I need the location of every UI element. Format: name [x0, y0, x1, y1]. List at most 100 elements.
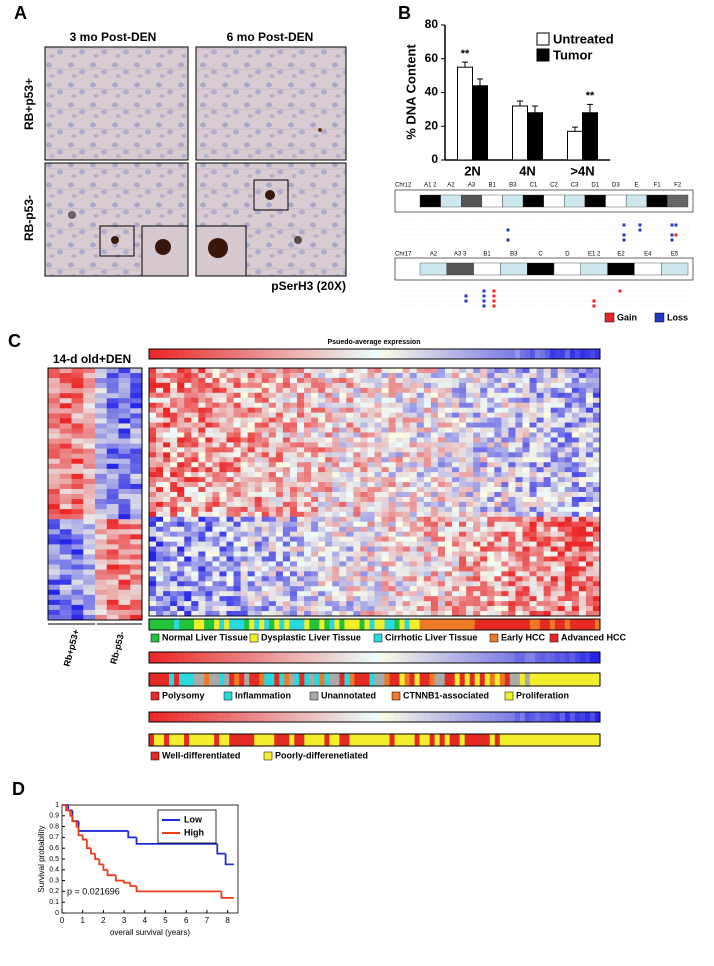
heat-cell: [296, 368, 305, 374]
heat-cell: [430, 546, 439, 552]
heat-cell: [247, 407, 256, 413]
heat-cell: [332, 531, 340, 537]
heat-cell: [318, 611, 326, 617]
heat-cell: [95, 549, 108, 555]
heat-cell: [381, 412, 389, 418]
heat-cell: [473, 581, 481, 587]
heat-cell: [564, 596, 573, 602]
gradient-cell: [459, 652, 465, 663]
heat-cell: [325, 368, 333, 374]
heat-cell: [184, 387, 192, 394]
heat-cell: [156, 487, 164, 493]
heat-cell: [416, 392, 425, 399]
heat-cell: [437, 407, 446, 413]
heat-cell: [275, 586, 284, 592]
heat-cell: [240, 368, 248, 374]
heat-cell: [395, 462, 403, 468]
heat-cell: [71, 383, 84, 389]
heat-cell: [184, 516, 192, 523]
heat-cell: [381, 606, 389, 612]
heat-cell: [515, 372, 523, 379]
heat-cell: [466, 368, 474, 374]
heat-cell: [522, 372, 530, 379]
heat-cell: [71, 488, 84, 495]
heat-cell: [289, 586, 298, 592]
annotation-cell: [454, 673, 460, 686]
heat-cell: [149, 601, 157, 607]
heat-cell: [289, 427, 298, 433]
heat-cell: [459, 551, 467, 557]
heat-cell: [268, 372, 277, 379]
heat-cell: [332, 501, 340, 508]
annotation-cell: [184, 673, 190, 686]
heat-cell: [332, 556, 340, 562]
heat-cell: [564, 546, 573, 552]
heat-cell: [444, 506, 453, 513]
heat-cell: [466, 472, 474, 478]
heat-cell: [268, 472, 277, 478]
heat-cell: [163, 581, 171, 587]
heat-cell: [494, 462, 502, 468]
heat-cell: [480, 412, 488, 418]
heat-cell: [444, 556, 453, 562]
heat-cell: [149, 551, 157, 557]
heat-cell: [522, 487, 530, 493]
heat-cell: [268, 566, 277, 572]
legend-swatch: [150, 633, 160, 643]
heat-cell: [430, 437, 439, 443]
band: [634, 262, 662, 276]
heat-cell: [149, 561, 157, 567]
heat-cell: [592, 422, 601, 428]
heat-cell: [198, 442, 206, 448]
heat-cell: [83, 504, 96, 510]
heat-cell: [416, 412, 425, 418]
heat-cell: [515, 611, 523, 617]
heat-cell: [437, 556, 446, 562]
annotation-cell: [199, 673, 205, 686]
annotation-cell: [414, 734, 420, 746]
heat-cell: [578, 571, 587, 577]
heat-cell: [578, 387, 587, 394]
heat-cell: [282, 566, 291, 572]
gradient-cell: [434, 712, 440, 722]
heat-cell: [118, 393, 131, 399]
heat-cell: [529, 447, 537, 453]
gradient-cell: [404, 349, 410, 359]
heat-cell: [374, 611, 382, 617]
heat-cell: [480, 452, 488, 458]
heat-cell: [289, 496, 298, 503]
heat-cell: [304, 432, 312, 438]
heat-cell: [402, 422, 411, 428]
heat-cell: [170, 412, 178, 418]
heat-cell: [318, 432, 326, 438]
x-tick-label: 2N: [464, 163, 481, 178]
heat-cell: [219, 501, 227, 508]
heat-cell: [346, 556, 354, 562]
heat-cell: [536, 581, 544, 587]
heat-cell: [71, 368, 84, 374]
heat-cell: [346, 467, 354, 473]
heat-cell: [437, 477, 446, 483]
heat-cell: [212, 382, 220, 389]
heat-cell: [184, 611, 192, 617]
heat-cell: [543, 611, 551, 617]
heat-cell: [416, 601, 425, 607]
heat-cell: [247, 536, 256, 542]
heat-cell: [522, 581, 530, 587]
heat-cell: [459, 372, 467, 379]
heat-cell: [346, 576, 354, 582]
heat-cell: [536, 566, 544, 572]
heat-cell: [381, 407, 389, 413]
heat-cell: [289, 526, 298, 532]
heat-cell: [332, 561, 340, 567]
heat-cell: [430, 581, 439, 587]
heat-cell: [557, 412, 566, 418]
gradient-cell: [414, 712, 420, 722]
heat-cell: [118, 418, 131, 424]
heat-cell: [325, 611, 333, 617]
heat-cell: [149, 372, 157, 379]
heat-cell: [529, 501, 537, 508]
heat-cell: [557, 501, 566, 508]
heat-cell: [233, 576, 241, 582]
heat-cell: [261, 392, 270, 399]
